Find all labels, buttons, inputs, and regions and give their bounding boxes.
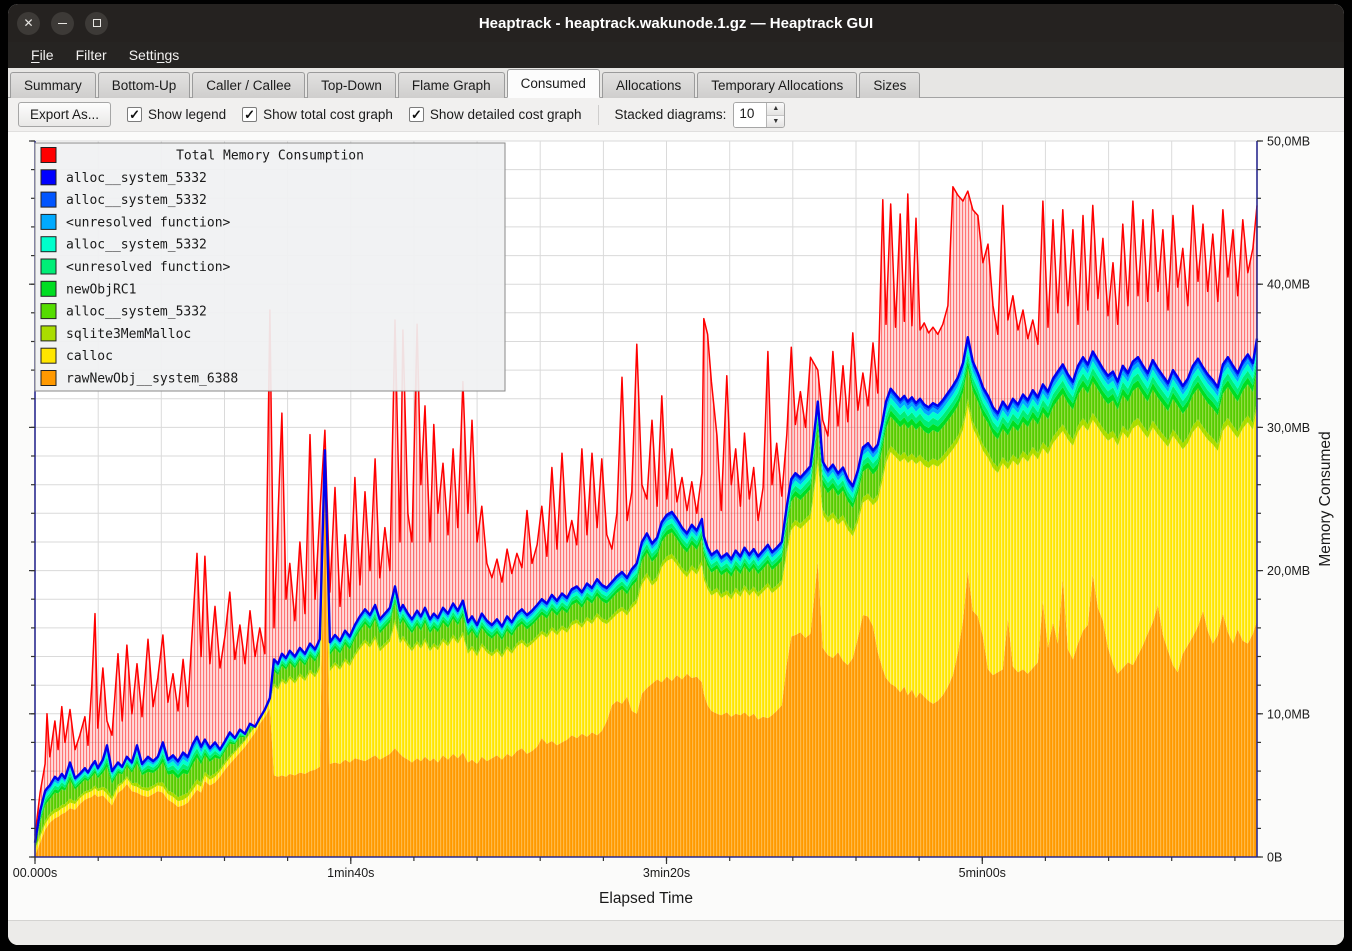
legend-label: alloc__system_5332 (66, 171, 207, 186)
toolbar: Export As... ✓ Show legend ✓ Show total cos… (8, 98, 1344, 132)
legend-label: alloc__system_5332 (66, 193, 207, 208)
checkbox-group: ✓ Show legend ✓ Show total cost graph ✓ Show … (127, 107, 582, 122)
checkmark-icon: ✓ (408, 107, 424, 122)
svg-text:30,0MB: 30,0MB (1267, 421, 1310, 435)
spin-up-button[interactable]: ▲ (767, 102, 785, 115)
stacked-diagrams-spinbox[interactable]: 10 ▲ ▼ (733, 101, 786, 128)
area-rawnewobj (35, 470, 1257, 857)
checkbox-show-total-cost-graph[interactable]: ✓ Show total cost graph (242, 107, 393, 122)
legend-swatch (40, 147, 57, 163)
title-bar: ✕ Heaptrack - heaptrack.wakunode.1.gz — … (8, 4, 1344, 42)
legend-swatch (40, 347, 57, 364)
minimize-icon (58, 22, 67, 24)
window-title: Heaptrack - heaptrack.wakunode.1.gz — He… (478, 14, 874, 32)
svg-text:50,0MB: 50,0MB (1267, 135, 1310, 149)
x-axis-title: Elapsed Time (599, 890, 693, 907)
menu-bar: File Filter Settings (8, 42, 1344, 68)
tab-bottom-up[interactable]: Bottom-Up (97, 72, 191, 98)
maximize-icon (92, 19, 101, 27)
area-alloc-system-5332-1 (35, 367, 1257, 850)
stacked-diagrams-control: Stacked diagrams: 10 ▲ ▼ (614, 101, 786, 128)
y-axis-title: Memory Consumed (1317, 431, 1334, 566)
maximize-button[interactable] (85, 11, 108, 35)
legend-swatch (40, 236, 57, 253)
svg-text:0B: 0B (1267, 851, 1282, 865)
tab-sizes[interactable]: Sizes (859, 72, 921, 98)
svg-text:40,0MB: 40,0MB (1267, 278, 1310, 292)
menu-file[interactable]: File (31, 47, 54, 63)
checkbox-label: Show legend (148, 107, 227, 122)
minimize-button[interactable] (51, 11, 74, 35)
tab-summary[interactable]: Summary (10, 72, 96, 98)
stacked-diagrams-label: Stacked diagrams: (614, 107, 727, 122)
tab-flame-graph[interactable]: Flame Graph (397, 72, 505, 98)
stacked-diagrams-value[interactable]: 10 (734, 102, 767, 127)
tab-top-down[interactable]: Top-Down (307, 72, 396, 98)
tab-bar: Summary Bottom-Up Caller / Callee Top-Down F… (8, 68, 1344, 98)
legend-label: alloc__system_5332 (66, 305, 207, 320)
tab-caller-callee[interactable]: Caller / Callee (192, 72, 306, 98)
area-calloc (35, 405, 1257, 856)
window-controls: ✕ (8, 11, 108, 35)
checkbox-label: Show detailed cost graph (429, 107, 582, 122)
legend-swatch (40, 303, 57, 320)
checkmark-icon: ✓ (242, 107, 258, 122)
svg-text:1min40s: 1min40s (327, 866, 374, 880)
checkmark-icon: ✓ (127, 107, 143, 122)
legend-label: newObjRC1 (66, 282, 136, 297)
tab-allocations[interactable]: Allocations (601, 72, 696, 98)
spinner-arrows: ▲ ▼ (766, 102, 785, 127)
legend-label: <unresolved function> (66, 260, 231, 275)
legend-label: calloc (66, 349, 113, 364)
legend-swatch (40, 213, 57, 230)
svg-text:20,0MB: 20,0MB (1267, 564, 1310, 578)
legend-swatch (40, 280, 57, 297)
checkbox-show-legend[interactable]: ✓ Show legend (127, 107, 226, 122)
svg-text:00.000s: 00.000s (13, 866, 57, 880)
legend-title: Total Memory Consumption (176, 149, 364, 164)
status-bar (8, 920, 1344, 945)
legend-swatch (40, 169, 57, 186)
legend-swatch (40, 325, 57, 342)
tab-temporary-allocations[interactable]: Temporary Allocations (697, 72, 858, 98)
svg-text:5min00s: 5min00s (959, 866, 1006, 880)
export-as-button[interactable]: Export As... (18, 102, 112, 127)
menu-filter[interactable]: Filter (75, 47, 107, 63)
checkbox-label: Show total cost graph (263, 107, 393, 122)
legend-swatch (40, 191, 57, 208)
chart-legend: Total Memory Consumption alloc__system_53… (34, 142, 506, 392)
legend-swatch (40, 370, 57, 386)
close-icon: ✕ (23, 16, 34, 30)
spin-down-button[interactable]: ▼ (767, 114, 785, 127)
memory-chart-svg: 00.000s 1min40s 3min20s 5min00s 0B 10,0MB 20,0… (8, 132, 1344, 920)
tab-consumed[interactable]: Consumed (506, 69, 600, 98)
checkbox-show-detailed-cost-graph[interactable]: ✓ Show detailed cost graph (408, 107, 582, 122)
area-total (35, 186, 1257, 843)
legend-swatch (40, 258, 57, 275)
legend-label: sqlite3MemMalloc (66, 327, 191, 342)
line-stack-top (33, 335, 1259, 843)
legend-label: rawNewObj__system_6388 (66, 372, 238, 387)
consumed-chart: 00.000s 1min40s 3min20s 5min00s 0B 10,0MB 20,0… (8, 132, 1344, 920)
line-total (34, 186, 1258, 836)
toolbar-separator (597, 104, 599, 125)
svg-text:3min20s: 3min20s (643, 866, 690, 880)
close-button[interactable]: ✕ (17, 11, 40, 35)
legend-label: alloc__system_5332 (66, 238, 207, 253)
svg-text:10,0MB: 10,0MB (1267, 707, 1310, 721)
menu-settings[interactable]: Settings (128, 47, 180, 63)
legend-label: <unresolved function> (66, 215, 231, 230)
app-window: ✕ Heaptrack - heaptrack.wakunode.1.gz — … (8, 4, 1344, 945)
